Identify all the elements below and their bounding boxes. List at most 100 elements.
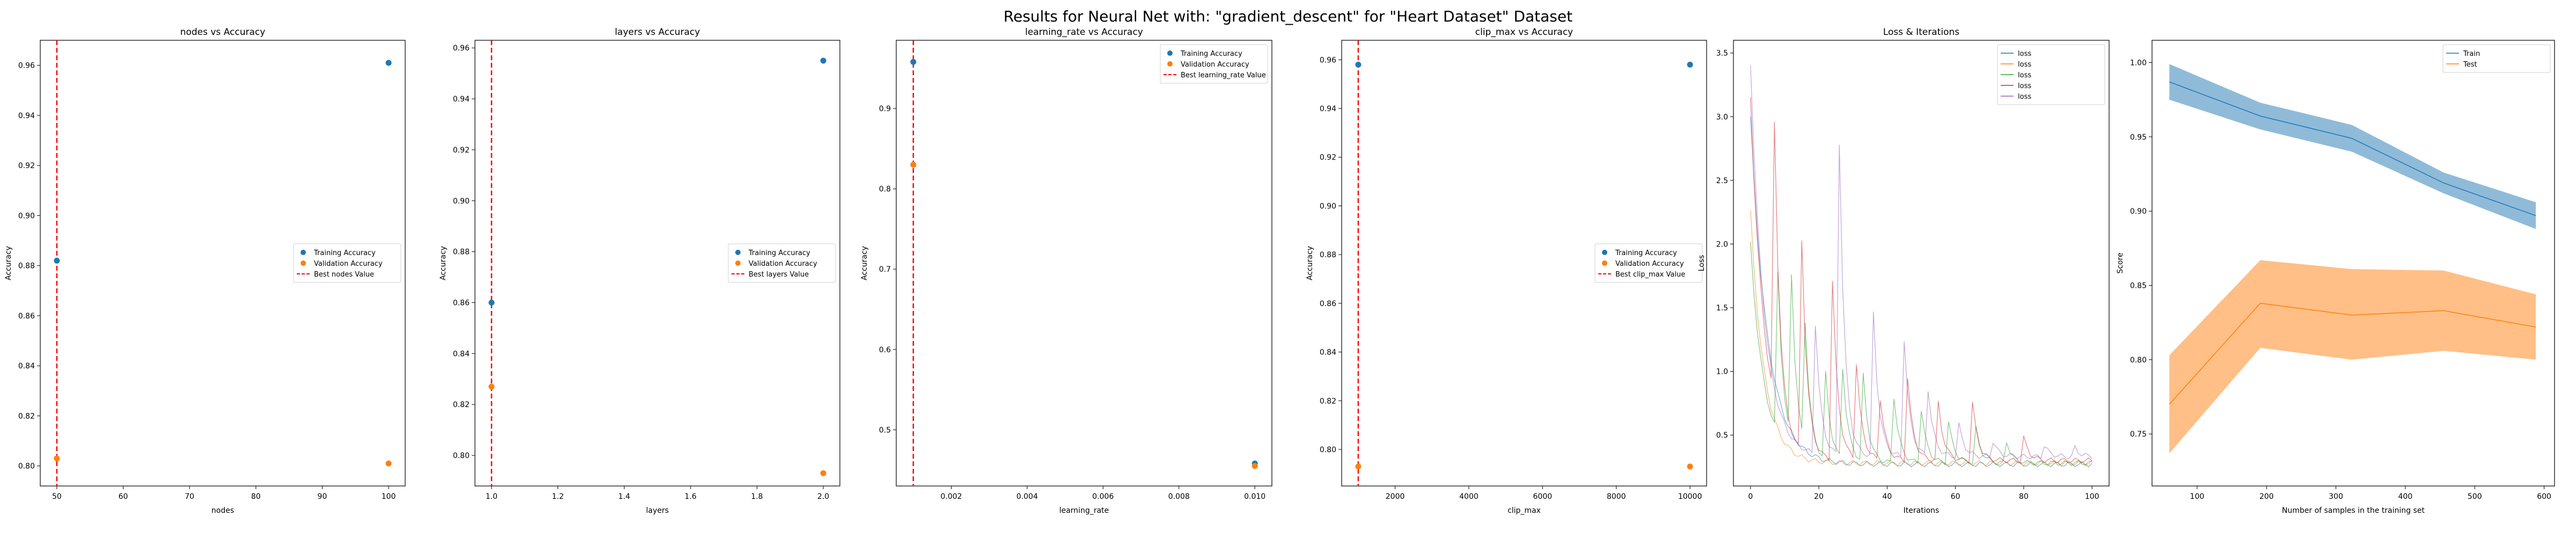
y-tick-label: 0.84 — [18, 362, 35, 371]
legend-box-3 — [1594, 243, 1703, 283]
y-tick-label: 2.0 — [1716, 240, 1728, 249]
x-tick-label: 40 — [1882, 492, 1892, 501]
legend-label: Training Accuracy — [313, 249, 376, 257]
x-tick-label: 6000 — [1533, 492, 1553, 501]
legend-marker — [735, 260, 741, 266]
y-tick-label: 3.5 — [1716, 49, 1728, 58]
x-tick-label: 80 — [251, 492, 261, 501]
y-tick-label: 0.84 — [1320, 349, 1336, 357]
validation-point — [1355, 463, 1362, 470]
y-axis-label: Accuracy — [4, 246, 13, 280]
training-point — [820, 57, 826, 64]
y-tick-label: 1.00 — [2130, 59, 2147, 68]
y-tick-label: 0.82 — [18, 412, 35, 420]
y-tick-label: 0.75 — [2130, 430, 2147, 439]
x-tick-label: 0.004 — [1016, 492, 1038, 501]
x-tick-label: 100 — [2085, 492, 2099, 501]
x-tick-label: 0 — [1748, 492, 1753, 501]
loss-curve — [1750, 242, 2092, 466]
x-axis-label: nodes — [211, 506, 234, 515]
x-tick-label: 10000 — [1678, 492, 1702, 501]
legend-marker — [301, 250, 306, 255]
legend-box-0 — [293, 243, 401, 283]
validation-point — [54, 455, 60, 462]
y-tick-label: 0.88 — [1320, 251, 1336, 259]
legend-label: loss — [2018, 82, 2031, 90]
y-tick-label: 2.5 — [1716, 177, 1728, 185]
legend-box-4 — [1997, 44, 2105, 105]
legend-label: loss — [2018, 71, 2031, 79]
x-tick-label: 200 — [2259, 492, 2274, 501]
y-tick-label: 0.96 — [1320, 56, 1336, 64]
panel-title: clip_max vs Accuracy — [1475, 27, 1573, 38]
y-tick-label: 0.8 — [879, 185, 891, 194]
legend-marker — [735, 250, 741, 255]
x-tick-label: 500 — [2468, 492, 2482, 501]
panel-title: nodes vs Accuracy — [180, 27, 266, 38]
legend-label: loss — [2018, 93, 2031, 101]
y-tick-label: 0.82 — [453, 401, 470, 409]
x-axis-label: Iterations — [1904, 506, 1940, 515]
legend-marker — [1602, 250, 1607, 255]
plot-frame-4 — [1733, 40, 2110, 487]
legend-marker — [1167, 61, 1173, 67]
x-axis-label: clip_max — [1507, 506, 1541, 515]
x-tick-label: 600 — [2537, 492, 2551, 501]
y-tick-label: 0.7 — [879, 265, 891, 274]
training-point — [385, 60, 392, 66]
y-tick-label: 0.90 — [1320, 202, 1336, 211]
y-axis-label: Loss — [1697, 255, 1706, 272]
legend-box-5 — [2442, 44, 2551, 73]
training-point — [910, 59, 917, 65]
y-tick-label: 0.95 — [2130, 133, 2147, 142]
validation-point — [1252, 463, 1258, 469]
x-tick-label: 70 — [185, 492, 194, 501]
panel-title: Loss & Iterations — [1883, 27, 1959, 38]
x-tick-label: 50 — [52, 492, 62, 501]
x-tick-label: 1.4 — [618, 492, 630, 501]
plot-frame-1 — [474, 40, 840, 487]
loss-curve — [1750, 97, 2092, 463]
y-tick-label: 0.88 — [18, 262, 35, 271]
y-tick-label: 0.88 — [453, 248, 470, 257]
y-tick-label: 0.82 — [1320, 397, 1336, 405]
x-tick-label: 100 — [2190, 492, 2205, 501]
x-tick-label: 100 — [382, 492, 396, 501]
validation-point — [820, 470, 826, 476]
y-tick-label: 0.85 — [2130, 282, 2147, 291]
y-tick-label: 0.90 — [453, 197, 470, 206]
y-tick-label: 0.86 — [453, 299, 470, 308]
confidence-band — [2169, 260, 2536, 454]
y-tick-label: 0.84 — [453, 350, 470, 358]
y-tick-label: 0.86 — [18, 312, 35, 321]
x-tick-label: 1.0 — [486, 492, 497, 501]
legend-label: Training Accuracy — [1615, 249, 1677, 257]
score-line — [2169, 81, 2536, 216]
legend-label: Validation Accuracy — [1181, 61, 1249, 69]
panel-title: learning_rate vs Accuracy — [1025, 27, 1143, 38]
plot-frame-5 — [2151, 40, 2555, 487]
y-tick-label: 0.94 — [453, 95, 470, 104]
x-axis-label: layers — [646, 506, 669, 515]
confidence-band — [2169, 64, 2536, 229]
x-tick-label: 4000 — [1459, 492, 1479, 501]
legend-label: Best clip_max Value — [1615, 271, 1685, 279]
x-tick-label: 2.0 — [817, 492, 829, 501]
x-tick-label: 60 — [1951, 492, 1960, 501]
y-tick-label: 0.80 — [453, 452, 470, 460]
x-tick-label: 1.8 — [751, 492, 763, 501]
y-tick-label: 0.90 — [18, 212, 35, 220]
x-tick-label: 0.006 — [1092, 492, 1114, 501]
legend-label: Train — [2463, 50, 2480, 58]
legend-marker — [1167, 50, 1173, 56]
legend-label: Validation Accuracy — [314, 260, 383, 268]
y-tick-label: 0.80 — [18, 462, 35, 471]
training-point — [488, 300, 495, 306]
x-tick-label: 1.6 — [685, 492, 697, 501]
legend-label: Validation Accuracy — [749, 260, 817, 268]
legend-label: Best learning_rate Value — [1181, 71, 1266, 79]
legend-label: Test — [2463, 61, 2477, 69]
x-tick-label: 2000 — [1386, 492, 1405, 501]
x-axis-label: Number of samples in the training set — [2282, 506, 2425, 515]
y-tick-label: 0.92 — [1320, 154, 1336, 162]
